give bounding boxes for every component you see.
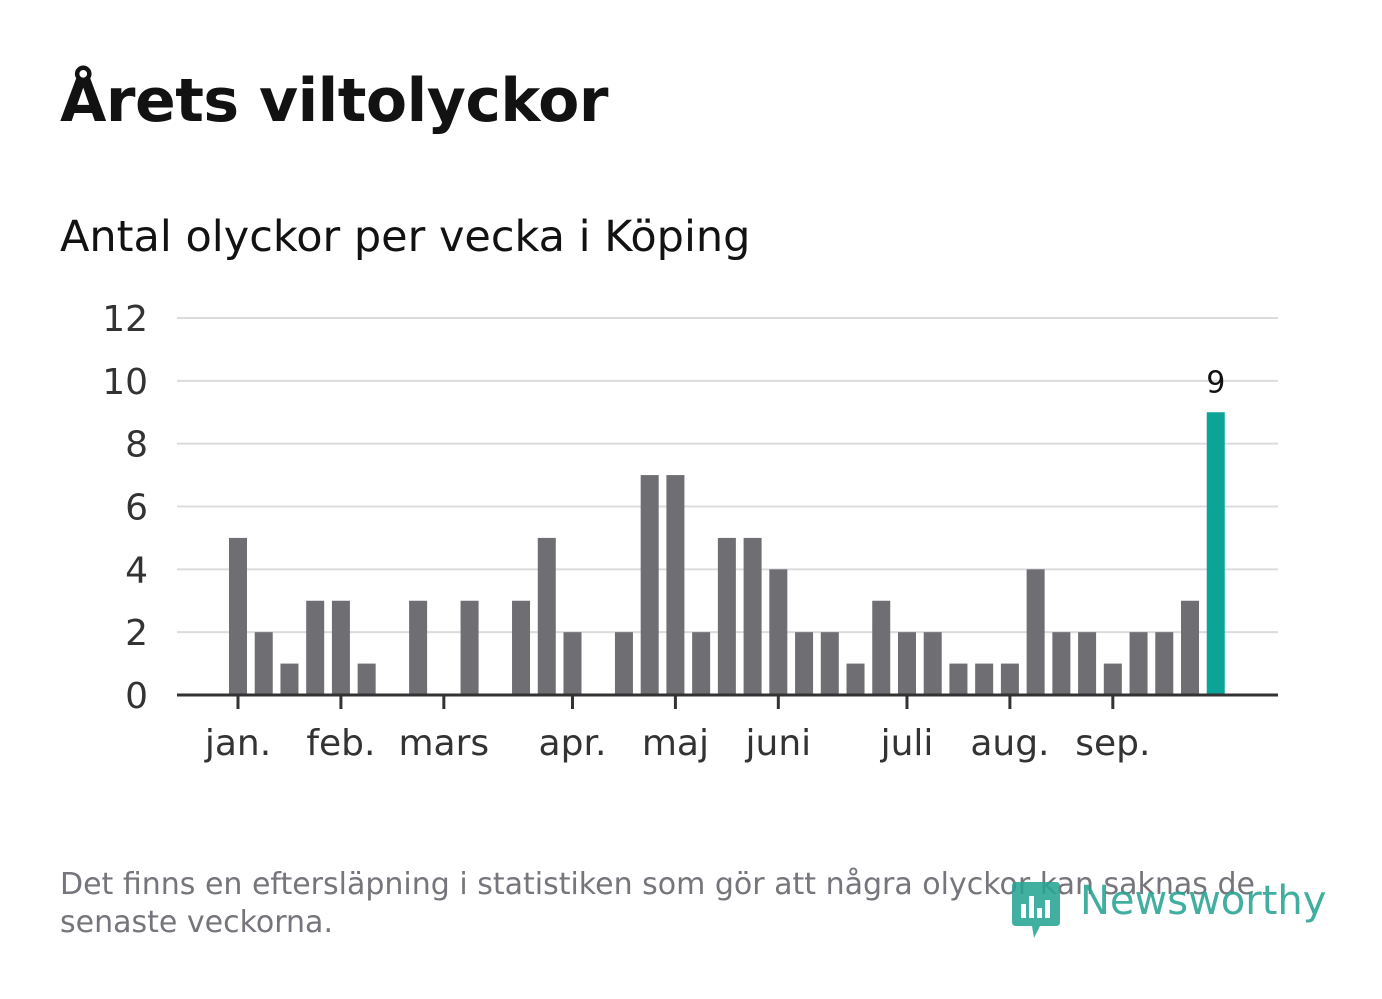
- bar: [717, 537, 736, 695]
- bar: [1129, 632, 1148, 695]
- chart-subtitle: Antal olyckor per vecka i Köping: [60, 212, 751, 262]
- x-tick-label: juni: [745, 723, 812, 764]
- bar: [640, 475, 659, 695]
- bar: [769, 569, 788, 695]
- bars: [229, 412, 1225, 695]
- x-tick-label: apr.: [539, 723, 607, 764]
- x-tick-label: juli: [880, 723, 934, 764]
- newsworthy-logo-text: Newsworthy: [1080, 878, 1327, 924]
- bar: [331, 600, 350, 695]
- bar-highlight: [1206, 412, 1225, 695]
- x-tick-label: jan.: [204, 723, 271, 764]
- y-tick-label: 10: [102, 362, 148, 403]
- bar: [1181, 600, 1200, 695]
- bar: [949, 663, 968, 695]
- bar: [614, 632, 633, 695]
- y-tick-label: 2: [125, 613, 148, 654]
- x-axis: jan. feb. mars apr. maj juni juli aug. sep.: [177, 693, 1278, 764]
- x-tick-label: mars: [398, 723, 489, 764]
- y-tick-label: 12: [102, 299, 148, 340]
- bar: [1103, 663, 1122, 695]
- highlight-value-label: 9: [1206, 365, 1225, 400]
- bar: [743, 537, 762, 695]
- bar: [820, 632, 839, 695]
- gridlines: [177, 317, 1278, 634]
- bar: [357, 663, 376, 695]
- bar: [872, 600, 891, 695]
- bar: [1052, 632, 1071, 695]
- y-tick-label: 0: [125, 676, 148, 717]
- x-tick-label: aug.: [970, 723, 1049, 764]
- bar: [280, 663, 299, 695]
- bar: [306, 600, 325, 695]
- x-tick-label: maj: [642, 723, 709, 764]
- bar: [1078, 632, 1097, 695]
- bar: [512, 600, 531, 695]
- bar: [923, 632, 942, 695]
- x-tick-label: sep.: [1075, 723, 1150, 764]
- y-axis-ticks: 0 2 4 6 8 10 12: [102, 299, 148, 717]
- newsworthy-logo: Newsworthy: [1010, 876, 1330, 942]
- bar: [897, 632, 916, 695]
- y-tick-label: 4: [125, 550, 148, 591]
- bar: [1155, 632, 1174, 695]
- x-tick-label: feb.: [306, 723, 375, 764]
- bar: [409, 600, 428, 695]
- data-labels: 9: [1206, 365, 1225, 400]
- y-tick-label: 8: [125, 425, 148, 466]
- bar: [795, 632, 814, 695]
- bar: [692, 632, 711, 695]
- bar: [537, 537, 556, 695]
- bar: [1000, 663, 1019, 695]
- bar: [460, 600, 479, 695]
- bar: [666, 475, 685, 695]
- bar: [846, 663, 865, 695]
- newsworthy-logo-icon: [1012, 882, 1060, 938]
- bar: [254, 632, 273, 695]
- chart-title: Årets viltolyckor: [60, 66, 609, 136]
- bar: [229, 537, 247, 695]
- bar-chart: 0 2 4 6 8 10 12 jan. feb. mars apr. maj juni juli aug…: [102, 299, 1278, 764]
- bar: [975, 663, 994, 695]
- bar: [1026, 569, 1045, 695]
- y-tick-label: 6: [125, 488, 148, 529]
- bar: [563, 632, 582, 695]
